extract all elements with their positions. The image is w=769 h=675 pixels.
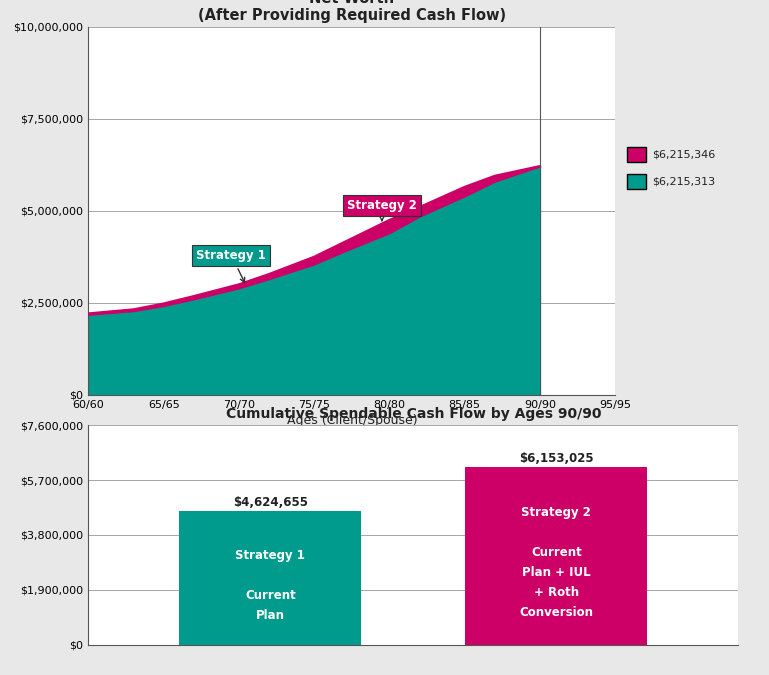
Text: Strategy 2

Current
Plan + IUL
+ Roth
Conversion: Strategy 2 Current Plan + IUL + Roth Con…: [519, 506, 594, 620]
Text: $4,624,655: $4,624,655: [233, 496, 308, 509]
Text: Strategy 1

Current
Plan: Strategy 1 Current Plan: [235, 549, 305, 622]
Text: $6,215,313: $6,215,313: [652, 177, 715, 186]
Title: Cumulative Spendable Cash Flow by Ages 90/90: Cumulative Spendable Cash Flow by Ages 9…: [225, 407, 601, 421]
Bar: [465, 467, 647, 645]
X-axis label: Ages (Client/Spouse): Ages (Client/Spouse): [287, 414, 417, 427]
Text: Strategy 1: Strategy 1: [196, 249, 266, 282]
Text: $6,215,346: $6,215,346: [652, 150, 715, 159]
Bar: [179, 511, 361, 645]
Text: Strategy 2: Strategy 2: [347, 199, 417, 221]
Text: $6,153,025: $6,153,025: [519, 452, 594, 465]
Title: Net Worth
(After Providing Required Cash Flow): Net Worth (After Providing Required Cash…: [198, 0, 506, 23]
